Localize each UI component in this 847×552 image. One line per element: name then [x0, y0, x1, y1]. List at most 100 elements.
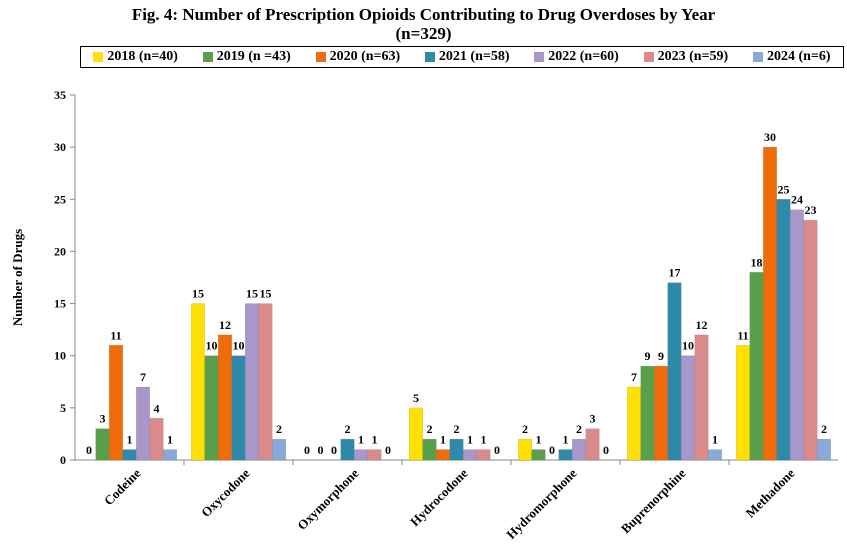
data-label: 5	[413, 391, 419, 405]
data-label: 24	[791, 193, 803, 207]
bar-2018-buprenorphine	[627, 386, 641, 461]
bar-2019-hydrocodone	[422, 438, 437, 461]
legend-swatch	[202, 52, 213, 62]
data-label: 2	[345, 422, 351, 436]
data-label: 15	[260, 287, 272, 301]
bar-2022-codeine	[136, 386, 150, 461]
bar-2019-hydromorphone	[531, 449, 546, 461]
data-label: 0	[494, 443, 500, 457]
x-tick-label: Codeine	[101, 465, 144, 508]
bar-2018-methadone	[736, 345, 750, 461]
bar-2023-buprenorphine	[694, 334, 709, 461]
data-label: 1	[536, 433, 542, 447]
data-label: 23	[805, 203, 817, 217]
bar-2021-hydrocodone	[449, 438, 464, 461]
bar-2020-hydrocodone	[436, 449, 450, 461]
legend-swatch	[643, 52, 654, 62]
bar-2022-methadone	[790, 209, 804, 461]
bar-2018-hydromorphone	[518, 438, 532, 461]
data-label: 30	[764, 130, 776, 144]
data-label: 2	[821, 422, 827, 436]
data-label: 1	[372, 433, 378, 447]
legend-label: 2018 (n=40)	[107, 49, 178, 64]
data-label: 2	[576, 422, 582, 436]
data-label: 15	[192, 287, 204, 301]
bar-2022-buprenorphine	[681, 355, 695, 461]
data-label: 2	[427, 422, 433, 436]
chart-title-text: Fig. 4: Number of Prescription Opioids C…	[131, 5, 716, 24]
data-label: 0	[549, 443, 555, 457]
x-tick-label: Hydromorphone	[503, 465, 579, 541]
legend-item: 2022 (n=60)	[534, 49, 619, 65]
bar-2024-methadone	[817, 438, 831, 461]
data-label: 7	[140, 370, 146, 384]
legend-item: 2018 (n=40)	[93, 49, 178, 65]
legend-swatch	[93, 52, 104, 62]
data-label: 2	[454, 422, 460, 436]
x-tick-label: Oxymorphone	[294, 465, 361, 532]
x-tick-label: Methadone	[743, 465, 798, 520]
bar-2018-oxycodone	[191, 303, 205, 461]
data-label: 1	[167, 433, 173, 447]
x-tick-label: Oxycodone	[198, 465, 253, 520]
bar-2021-hydromorphone	[558, 449, 573, 461]
bar-2024-buprenorphine	[708, 449, 722, 461]
data-label: 12	[696, 318, 708, 332]
bar-2021-methadone	[776, 199, 791, 461]
legend-label: 2023 (n=59)	[657, 49, 729, 64]
bar-2022-hydromorphone	[572, 438, 586, 461]
data-label: 2	[276, 422, 282, 436]
legend-item: 2021 (n=58)	[424, 49, 510, 65]
chart-subtitle: (n=329)	[395, 24, 452, 43]
legend-item: 2024 (n=6)	[752, 49, 831, 65]
legend-item: 2019 (n =43)	[202, 49, 291, 65]
y-tick-label: 5	[60, 401, 66, 415]
legend-swatch	[315, 52, 326, 62]
data-label: 0	[603, 443, 609, 457]
bar-2021-oxymorphone	[340, 438, 355, 461]
bar-2024-codeine	[163, 449, 177, 461]
bar-2019-buprenorphine	[640, 365, 655, 461]
data-label: 18	[751, 255, 763, 269]
bar-2020-codeine	[109, 345, 123, 461]
y-tick-label: 0	[60, 453, 66, 467]
y-tick-label: 15	[54, 297, 66, 311]
bar-2021-codeine	[122, 449, 137, 461]
bar-2021-buprenorphine	[667, 282, 682, 461]
data-label: 1	[712, 433, 718, 447]
data-label: 1	[481, 433, 487, 447]
y-axis-label: Number of Drugs	[10, 229, 25, 326]
bar-2020-buprenorphine	[654, 365, 668, 461]
bar-2023-oxymorphone	[367, 449, 382, 461]
data-label: 1	[127, 433, 133, 447]
data-label: 10	[682, 339, 694, 353]
chart-title: Fig. 4: Number of Prescription Opioids C…	[0, 5, 847, 43]
y-tick-label: 35	[54, 88, 66, 102]
legend-item: 2023 (n=59)	[643, 49, 729, 65]
data-label: 1	[467, 433, 473, 447]
y-tick-label: 10	[54, 349, 66, 363]
legend-label: 2024 (n=6)	[766, 49, 831, 64]
data-label: 11	[737, 328, 748, 342]
bar-2023-oxycodone	[258, 303, 273, 461]
data-label: 1	[440, 433, 446, 447]
legend-swatch	[424, 52, 435, 62]
legend-label: 2020 (n=63)	[329, 49, 401, 64]
data-label: 9	[658, 349, 664, 363]
chart-legend: 2018 (n=40) 2019 (n =43) 2020 (n=63) 2021 (…	[80, 46, 844, 68]
legend-label: 2019 (n =43)	[216, 49, 291, 64]
bar-2019-codeine	[95, 428, 110, 461]
data-label: 12	[219, 318, 231, 332]
data-label: 17	[669, 266, 681, 280]
legend-swatch	[534, 52, 545, 62]
y-tick-label: 25	[54, 192, 66, 206]
data-label: 0	[331, 443, 337, 457]
data-label: 7	[631, 370, 637, 384]
data-label: 0	[304, 443, 310, 457]
bar-2024-oxycodone	[272, 438, 286, 461]
data-label: 10	[206, 339, 218, 353]
data-label: 2	[522, 422, 528, 436]
bar-2023-hydrocodone	[476, 449, 491, 461]
bar-2023-methadone	[803, 219, 818, 461]
